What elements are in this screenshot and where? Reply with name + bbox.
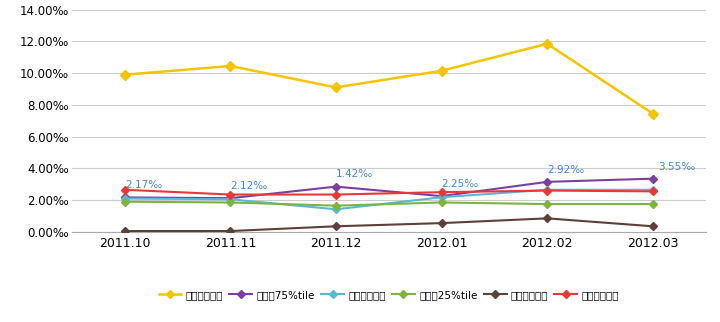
全施設25%tile <box>543 202 552 206</box>
全施設最小値 <box>649 224 657 228</box>
全施設中央値 <box>332 207 341 211</box>
Line: 全施設25%tile: 全施設25%tile <box>122 199 656 208</box>
全施設中央値 <box>120 196 129 200</box>
Legend: 全施設最大値, 全施設75%tile, 全施設中央値, 全施設25%tile, 全施設最小値, 全施設平均値: 全施設最大値, 全施設75%tile, 全施設中央値, 全施設25%tile, … <box>154 286 624 304</box>
全施設平均値 <box>226 193 235 196</box>
Line: 全施設最大値: 全施設最大値 <box>122 40 656 117</box>
Line: 全施設最小値: 全施設最小値 <box>122 215 656 234</box>
全施設平均値 <box>649 189 657 193</box>
Text: 1.42‰: 1.42‰ <box>336 169 373 179</box>
Text: 2.25‰: 2.25‰ <box>441 179 479 189</box>
全施設75%tile <box>120 195 129 199</box>
全施設25%tile <box>120 200 129 204</box>
全施設75%tile <box>332 185 341 189</box>
全施設25%tile <box>226 201 235 204</box>
Text: 2.12‰: 2.12‰ <box>230 181 268 191</box>
全施設最大値 <box>332 86 341 90</box>
全施設最小値 <box>332 224 341 228</box>
Line: 全施設75%tile: 全施設75%tile <box>122 176 656 201</box>
Text: 2.92‰: 2.92‰ <box>547 165 585 175</box>
全施設最大値 <box>437 69 446 73</box>
全施設最大値 <box>649 112 657 116</box>
全施設最小値 <box>120 229 129 233</box>
全施設25%tile <box>437 201 446 204</box>
全施設平均値 <box>332 193 341 196</box>
全施設平均値 <box>437 190 446 194</box>
Text: 3.55‰: 3.55‰ <box>658 162 696 172</box>
全施設75%tile <box>226 196 235 200</box>
全施設最小値 <box>437 221 446 225</box>
全施設75%tile <box>649 177 657 181</box>
全施設平均値 <box>120 188 129 192</box>
全施設最大値 <box>120 73 129 77</box>
全施設75%tile <box>543 180 552 184</box>
全施設25%tile <box>649 202 657 206</box>
Line: 全施設平均値: 全施設平均値 <box>122 187 656 197</box>
Line: 全施設中央値: 全施設中央値 <box>122 187 656 212</box>
全施設中央値 <box>226 197 235 201</box>
全施設最大値 <box>543 42 552 46</box>
全施設平均値 <box>543 189 552 193</box>
全施設最小値 <box>226 229 235 233</box>
Text: 2.17‰: 2.17‰ <box>125 180 162 190</box>
全施設中央値 <box>437 195 446 199</box>
全施設中央値 <box>649 188 657 192</box>
全施設最小値 <box>543 216 552 220</box>
全施設最大値 <box>226 64 235 68</box>
全施設75%tile <box>437 194 446 198</box>
全施設25%tile <box>332 204 341 208</box>
全施設中央値 <box>543 188 552 192</box>
